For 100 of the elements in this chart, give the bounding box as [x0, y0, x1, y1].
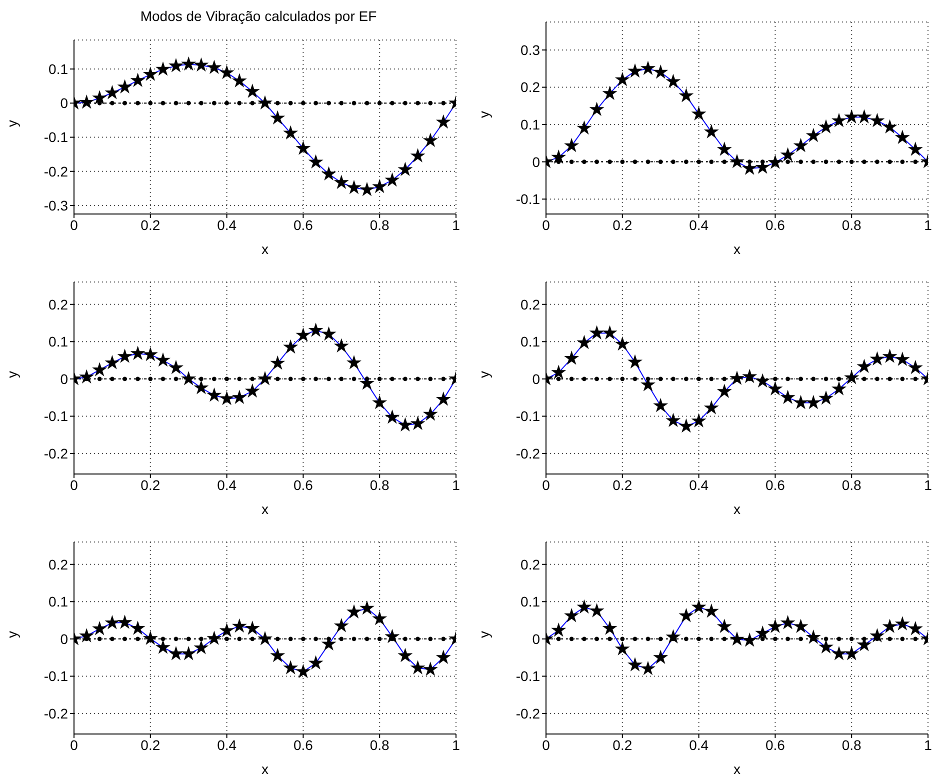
point	[730, 372, 744, 384]
point	[820, 392, 832, 404]
y-tick-label: 0.1	[48, 334, 68, 350]
point	[288, 636, 293, 642]
point	[646, 636, 650, 642]
point	[671, 160, 676, 164]
point	[220, 392, 234, 404]
point	[246, 384, 259, 397]
point	[565, 352, 578, 364]
point	[832, 114, 846, 126]
y-tick-label: -0.2	[44, 705, 68, 722]
point	[836, 636, 842, 642]
x-tick-label: 0.6	[765, 736, 786, 753]
point	[296, 664, 310, 678]
point	[883, 120, 896, 133]
point	[352, 636, 356, 642]
point	[424, 408, 437, 420]
point	[411, 416, 424, 430]
point	[118, 350, 132, 362]
point	[913, 376, 918, 382]
point	[671, 376, 676, 382]
point	[224, 636, 229, 642]
x-tick-label: 0.8	[370, 476, 390, 493]
point	[182, 57, 196, 70]
x-tick-label: 0	[542, 736, 550, 753]
point	[552, 366, 566, 378]
point	[666, 414, 680, 426]
point	[80, 629, 94, 642]
x-tick-label: 0.6	[293, 476, 314, 493]
point	[232, 390, 246, 404]
point	[862, 160, 866, 164]
point	[106, 616, 119, 628]
point	[144, 632, 157, 644]
point	[590, 102, 604, 116]
point	[170, 360, 182, 374]
x-tick-label: 0.8	[842, 476, 862, 493]
point	[794, 620, 808, 632]
y-axis-title: y	[476, 631, 492, 638]
x-tick-label: 0.8	[370, 736, 390, 753]
point	[786, 160, 790, 164]
point	[258, 632, 272, 644]
point	[913, 636, 918, 642]
point	[398, 648, 412, 662]
point	[237, 376, 242, 382]
point	[416, 376, 420, 382]
point	[896, 617, 909, 630]
point	[246, 84, 259, 98]
point	[590, 326, 604, 339]
y-tick-label: 0.1	[48, 60, 68, 77]
point	[654, 399, 668, 412]
y-tick-label: 0.1	[520, 116, 540, 132]
point	[578, 121, 591, 134]
x-tick-label: 1	[924, 736, 932, 753]
point	[136, 376, 140, 382]
point	[208, 60, 221, 74]
point	[768, 620, 782, 632]
x-tick-label: 0.4	[689, 476, 709, 493]
point	[156, 354, 170, 366]
y-tick-label: -0.2	[44, 163, 68, 180]
point	[594, 636, 600, 642]
y-axis-title: y	[476, 371, 492, 378]
y-tick-label: 0.1	[520, 334, 540, 350]
point	[322, 327, 336, 340]
point	[122, 636, 128, 642]
x-axis-title: x	[734, 501, 740, 517]
point	[373, 612, 386, 624]
point	[569, 636, 574, 642]
point	[156, 640, 170, 654]
point	[684, 376, 688, 382]
point	[709, 636, 714, 642]
point	[352, 100, 356, 106]
point	[603, 622, 616, 634]
point	[322, 637, 336, 650]
x-tick-label: 0.4	[217, 476, 237, 493]
point	[888, 376, 892, 382]
point	[824, 376, 828, 382]
point	[232, 619, 246, 632]
point	[582, 160, 586, 164]
point	[220, 66, 234, 78]
point	[594, 376, 600, 382]
point	[194, 381, 208, 394]
point	[373, 180, 386, 192]
point	[642, 662, 654, 674]
point	[594, 160, 600, 164]
point	[832, 647, 846, 660]
point	[658, 376, 663, 382]
point	[632, 160, 638, 164]
point	[373, 396, 386, 408]
x-tick-label: 0	[542, 216, 550, 233]
x-tick-label: 0	[542, 476, 550, 493]
point	[692, 107, 706, 120]
point	[160, 100, 166, 106]
y-axis-title: y	[4, 120, 20, 127]
point	[696, 376, 701, 382]
point	[314, 100, 318, 106]
point	[722, 160, 727, 164]
point	[296, 142, 310, 154]
x-tick-label: 1	[452, 476, 460, 493]
y-axis-title: y	[476, 111, 492, 118]
x-axis-title: x	[734, 241, 740, 257]
